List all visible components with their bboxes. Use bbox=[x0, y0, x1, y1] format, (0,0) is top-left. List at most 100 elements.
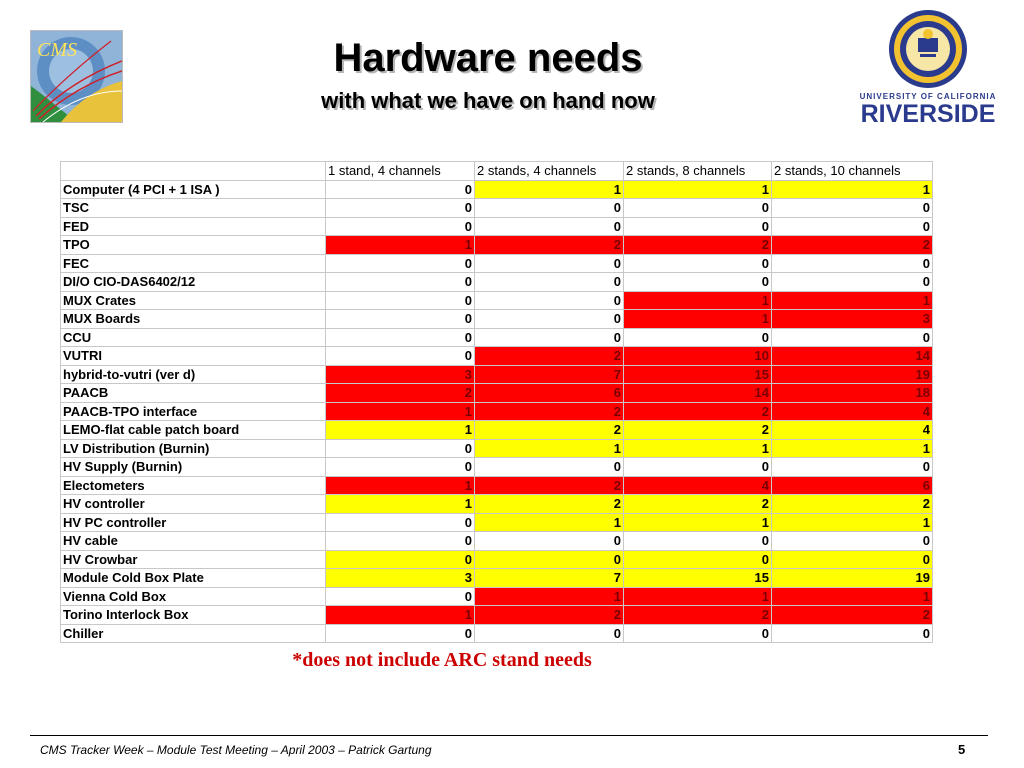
table-row: MUX Crates 0 0 1 1 bbox=[60, 290, 933, 310]
row-label: CCU bbox=[60, 327, 326, 347]
column-header: 1 stand, 4 channels bbox=[325, 161, 475, 181]
ucr-logo-small-text: UNIVERSITY OF CALIFORNIA bbox=[859, 92, 997, 101]
footnote: *does not include ARC stand needs bbox=[292, 649, 592, 671]
table-cell: 1 bbox=[623, 438, 772, 458]
page-number: 5 bbox=[958, 742, 966, 757]
table-cell: 14 bbox=[771, 346, 933, 366]
table-cell: 1 bbox=[771, 586, 933, 606]
table-row: TPO 1 2 2 2 bbox=[60, 235, 933, 255]
row-label: Computer (4 PCI + 1 ISA ) bbox=[60, 179, 326, 199]
table-cell: 0 bbox=[474, 457, 624, 477]
table-cell: 2 bbox=[623, 235, 772, 255]
row-label: VUTRI bbox=[60, 346, 326, 366]
page-title: Hardware needs bbox=[333, 36, 643, 80]
table-cell: 0 bbox=[474, 623, 624, 643]
table-row: PAACB 2 6 14 18 bbox=[60, 383, 933, 403]
table-cell: 2 bbox=[474, 605, 624, 625]
table-cell: 3 bbox=[771, 309, 933, 329]
table-cell: 2 bbox=[474, 235, 624, 255]
table-cell: 0 bbox=[771, 457, 933, 477]
row-label: HV Crowbar bbox=[60, 549, 326, 569]
table-cell: 7 bbox=[474, 364, 624, 384]
table-row: HV Crowbar 0 0 0 0 bbox=[60, 549, 933, 569]
table-cell: 1 bbox=[325, 475, 475, 495]
table-cell: 1 bbox=[623, 586, 772, 606]
table-cell: 1 bbox=[771, 512, 933, 532]
table-cell: 6 bbox=[771, 475, 933, 495]
table-row: DI/O CIO-DAS6402/12 0 0 0 0 bbox=[60, 272, 933, 292]
table-cell: 0 bbox=[771, 531, 933, 551]
table-cell: 0 bbox=[325, 623, 475, 643]
table-cell: 1 bbox=[771, 290, 933, 310]
row-label: HV Supply (Burnin) bbox=[60, 457, 326, 477]
table-cell: 1 bbox=[325, 494, 475, 514]
column-header: 2 stands, 4 channels bbox=[474, 161, 624, 181]
table-cell: 0 bbox=[325, 438, 475, 458]
table-cell: 0 bbox=[325, 179, 475, 199]
table-header-row: 1 stand, 4 channels 2 stands, 4 channels… bbox=[60, 161, 933, 181]
table-cell: 4 bbox=[623, 475, 772, 495]
table-cell: 1 bbox=[623, 309, 772, 329]
table-cell: 0 bbox=[474, 272, 624, 292]
table-cell: 1 bbox=[474, 438, 624, 458]
table-row: Computer (4 PCI + 1 ISA ) 0 1 1 1 bbox=[60, 179, 933, 199]
table-row: FED 0 0 0 0 bbox=[60, 216, 933, 236]
table-cell: 2 bbox=[474, 401, 624, 421]
table-cell: 0 bbox=[474, 531, 624, 551]
table-cell: 1 bbox=[325, 401, 475, 421]
row-label: DI/O CIO-DAS6402/12 bbox=[60, 272, 326, 292]
table-cell: 15 bbox=[623, 568, 772, 588]
table-cell: 1 bbox=[623, 512, 772, 532]
table-cell: 1 bbox=[623, 290, 772, 310]
table-cell: 0 bbox=[771, 216, 933, 236]
table-row: LEMO-flat cable patch board 1 2 2 4 bbox=[60, 420, 933, 440]
row-label: PAACB-TPO interface bbox=[60, 401, 326, 421]
cms-logo-icon bbox=[31, 31, 122, 122]
hardware-table: 1 stand, 4 channels 2 stands, 4 channels… bbox=[60, 161, 933, 643]
table-cell: 1 bbox=[474, 512, 624, 532]
table-row: HV Supply (Burnin) 0 0 0 0 bbox=[60, 457, 933, 477]
table-row: Torino Interlock Box 1 2 2 2 bbox=[60, 605, 933, 625]
column-header bbox=[60, 161, 326, 181]
table-cell: 0 bbox=[474, 309, 624, 329]
cms-logo-text: CMS bbox=[37, 39, 77, 61]
table-cell: 0 bbox=[474, 290, 624, 310]
table-cell: 0 bbox=[325, 290, 475, 310]
table-cell: 1 bbox=[325, 420, 475, 440]
table-cell: 2 bbox=[474, 346, 624, 366]
table-cell: 1 bbox=[623, 179, 772, 199]
table-cell: 0 bbox=[623, 327, 772, 347]
table-cell: 0 bbox=[623, 531, 772, 551]
table-cell: 2 bbox=[623, 494, 772, 514]
table-row: LV Distribution (Burnin) 0 1 1 1 bbox=[60, 438, 933, 458]
table-cell: 0 bbox=[771, 549, 933, 569]
table-cell: 1 bbox=[325, 605, 475, 625]
table-cell: 0 bbox=[325, 216, 475, 236]
table-cell: 3 bbox=[325, 364, 475, 384]
table-cell: 0 bbox=[325, 198, 475, 218]
table-row: PAACB-TPO interface 1 2 2 4 bbox=[60, 401, 933, 421]
table-cell: 6 bbox=[474, 383, 624, 403]
row-label: HV PC controller bbox=[60, 512, 326, 532]
ucr-logo: UNIVERSITY OF CALIFORNIA RIVERSIDE bbox=[852, 8, 1004, 128]
table-cell: 0 bbox=[771, 623, 933, 643]
table-cell: 15 bbox=[623, 364, 772, 384]
row-label: PAACB bbox=[60, 383, 326, 403]
table-cell: 0 bbox=[623, 198, 772, 218]
table-cell: 0 bbox=[623, 272, 772, 292]
table-cell: 10 bbox=[623, 346, 772, 366]
table-cell: 0 bbox=[325, 549, 475, 569]
table-cell: 0 bbox=[623, 457, 772, 477]
table-cell: 0 bbox=[771, 272, 933, 292]
table-cell: 0 bbox=[474, 216, 624, 236]
table-cell: 14 bbox=[623, 383, 772, 403]
table-cell: 2 bbox=[474, 420, 624, 440]
table-row: Vienna Cold Box 0 1 1 1 bbox=[60, 586, 933, 606]
table-cell: 1 bbox=[474, 179, 624, 199]
row-label: HV cable bbox=[60, 531, 326, 551]
table-cell: 2 bbox=[325, 383, 475, 403]
table-row: HV cable 0 0 0 0 bbox=[60, 531, 933, 551]
table-cell: 0 bbox=[325, 309, 475, 329]
footer-divider bbox=[30, 735, 988, 736]
table-cell: 0 bbox=[325, 457, 475, 477]
